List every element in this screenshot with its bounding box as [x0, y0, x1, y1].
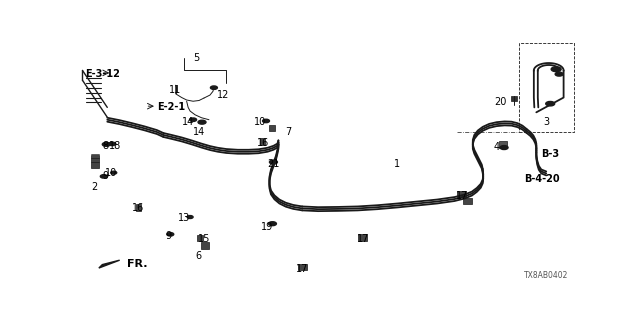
Text: TX8AB0402: TX8AB0402: [524, 271, 568, 280]
Bar: [458, 191, 467, 197]
Text: 9: 9: [165, 230, 172, 241]
Text: 16: 16: [132, 204, 145, 213]
Text: 17: 17: [296, 264, 308, 274]
Bar: [91, 155, 99, 168]
Text: 20: 20: [495, 98, 507, 108]
Text: 15: 15: [198, 234, 210, 244]
Circle shape: [269, 160, 277, 164]
Text: FR.: FR.: [127, 259, 147, 269]
Bar: [499, 141, 507, 148]
Text: E-3-12: E-3-12: [85, 69, 120, 79]
Circle shape: [551, 67, 561, 72]
Text: 13: 13: [178, 213, 190, 223]
Text: 19: 19: [261, 222, 274, 232]
Text: 6: 6: [195, 252, 201, 261]
Bar: [197, 235, 203, 241]
Circle shape: [546, 101, 555, 106]
Text: 14: 14: [193, 127, 205, 137]
Text: 12: 12: [217, 90, 229, 100]
Circle shape: [262, 119, 269, 123]
Text: 7: 7: [285, 127, 291, 137]
Text: 18: 18: [109, 140, 121, 151]
Text: 5: 5: [193, 53, 200, 63]
Text: 3: 3: [543, 117, 549, 127]
Circle shape: [189, 118, 196, 121]
Text: 17: 17: [456, 191, 468, 201]
Text: 4: 4: [493, 142, 500, 152]
Bar: [269, 124, 275, 131]
Text: B-4-20: B-4-20: [524, 174, 559, 184]
Bar: [201, 242, 209, 249]
Circle shape: [198, 120, 206, 124]
Text: 9: 9: [103, 172, 109, 181]
Bar: [358, 234, 367, 241]
Circle shape: [211, 86, 218, 89]
Circle shape: [555, 72, 563, 76]
Text: 10: 10: [255, 117, 267, 127]
Text: 2: 2: [91, 182, 97, 192]
Text: 14: 14: [182, 117, 195, 127]
Circle shape: [109, 142, 116, 146]
Text: E-2-1: E-2-1: [157, 102, 185, 112]
Text: 10: 10: [105, 168, 117, 178]
Circle shape: [111, 171, 116, 174]
Bar: [298, 264, 307, 270]
Bar: [260, 138, 265, 145]
Bar: [136, 204, 141, 211]
Circle shape: [100, 175, 108, 178]
Text: 21: 21: [268, 159, 280, 169]
Text: 11: 11: [169, 85, 181, 95]
Bar: [511, 96, 517, 101]
Text: 8: 8: [103, 140, 109, 151]
Text: 16: 16: [257, 138, 269, 148]
Circle shape: [102, 142, 110, 146]
Bar: [463, 198, 472, 204]
Text: 17: 17: [356, 234, 369, 244]
Circle shape: [269, 222, 276, 226]
Circle shape: [500, 146, 508, 149]
Text: 1: 1: [394, 159, 401, 169]
Text: B-3: B-3: [541, 149, 559, 159]
Polygon shape: [99, 260, 120, 268]
Circle shape: [187, 216, 193, 219]
Circle shape: [167, 233, 173, 236]
